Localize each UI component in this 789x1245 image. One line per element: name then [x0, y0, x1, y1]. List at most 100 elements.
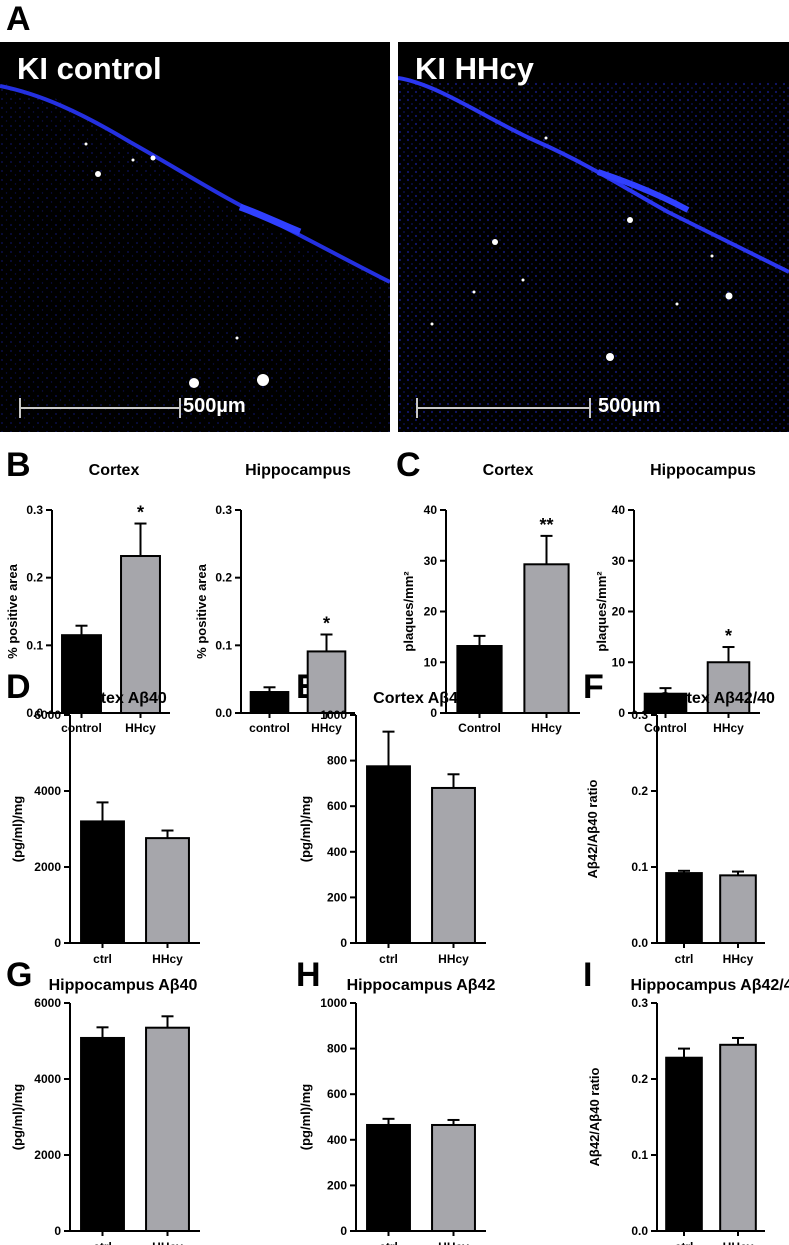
y-tick-label: 400	[327, 1133, 347, 1147]
x-tick-label: ctrl	[675, 1240, 694, 1245]
chart-title: Hippocampus Aβ40	[49, 977, 198, 994]
y-axis-label: (pg/ml)/mg	[298, 1084, 313, 1150]
y-tick-label: 0.1	[26, 638, 43, 652]
chart-title: Hippocampus Aβ42/40	[631, 977, 789, 994]
y-axis-label: Aβ42/Aβ40 ratio	[587, 1067, 602, 1166]
scale-bar-label: 500µm	[183, 395, 246, 418]
chart-title: Cortex Aβ40	[73, 690, 167, 707]
panel-letter-a: A	[6, 2, 31, 36]
micrograph-ki-hhcy: KI HHcy 500µm	[398, 42, 789, 432]
y-axis-label: % positive area	[5, 563, 20, 658]
y-tick-label: 0.1	[215, 638, 232, 652]
y-axis-label: Aβ42/Aβ40 ratio	[585, 779, 600, 878]
y-tick-label: 10	[424, 655, 438, 669]
y-tick-label: 0.3	[215, 503, 232, 517]
y-tick-label: 1000	[320, 708, 347, 722]
y-axis-label: (pg/ml)/mg	[10, 1084, 25, 1150]
y-tick-label: 200	[327, 890, 347, 904]
bar-ctrl	[367, 1125, 410, 1231]
micrograph-ki-control-image	[0, 42, 390, 432]
y-tick-label: 800	[327, 754, 347, 768]
x-tick-label: HHcy	[723, 1240, 754, 1245]
y-tick-label: 30	[424, 554, 438, 568]
y-tick-label: 10	[612, 655, 626, 669]
y-tick-label: 0.0	[631, 1224, 648, 1238]
bar-ctrl	[367, 766, 410, 943]
bar-hhcy	[432, 1125, 475, 1231]
y-tick-label: 30	[612, 554, 626, 568]
y-tick-label: 0.2	[631, 1072, 648, 1086]
chart-svg: Cortex% positive area0.00.10.20.3control…	[0, 460, 200, 685]
bar-hhcy	[720, 1045, 756, 1231]
x-tick-label: ctrl	[675, 952, 694, 966]
y-axis-label: (pg/ml)/mg	[298, 796, 313, 862]
y-axis-label: plaques/mm²	[401, 571, 416, 652]
chart-svg: Hippocampus% positive area0.00.10.20.3co…	[200, 460, 390, 685]
chart-title: Hippocampus	[245, 462, 351, 479]
y-tick-label: 0.2	[26, 571, 43, 585]
y-tick-label: 0	[340, 936, 347, 950]
bar-hhcy	[146, 838, 189, 943]
x-tick-label: ctrl	[93, 952, 112, 966]
y-tick-label: 2000	[34, 860, 61, 874]
x-tick-label: HHcy	[723, 952, 754, 966]
bar-hhcy	[432, 788, 475, 943]
y-tick-label: 20	[612, 605, 626, 619]
chart-svg: Cortex Aβ42(pg/ml)/mg02004006008001000ct…	[290, 680, 580, 970]
y-tick-label: 0.3	[26, 503, 43, 517]
x-tick-label: ctrl	[379, 1240, 398, 1245]
micrograph-ki-control: KI control 500µm	[0, 42, 390, 432]
y-axis-label: % positive area	[194, 563, 209, 658]
y-tick-label: 20	[424, 605, 438, 619]
y-tick-label: 2000	[34, 1148, 61, 1162]
chart-svg: Hippocampus Aβ42(pg/ml)/mg02004006008001…	[290, 968, 580, 1240]
y-tick-label: 0.1	[631, 860, 648, 874]
chart-g-hippocampus-ab40: Hippocampus Aβ40(pg/ml)/mg0200040006000c…	[0, 968, 290, 1240]
bar-ctrl	[81, 1038, 124, 1231]
bar-ctrl	[666, 1058, 702, 1231]
bar-ctrl	[666, 873, 702, 943]
chart-title: Cortex Aβ42	[373, 690, 467, 707]
y-tick-label: 600	[327, 799, 347, 813]
x-tick-label: HHcy	[438, 952, 469, 966]
significance-marker: *	[137, 503, 144, 523]
significance-marker: *	[323, 614, 330, 634]
y-tick-label: 600	[327, 1087, 347, 1101]
chart-title: Hippocampus Aβ42	[347, 977, 496, 994]
y-tick-label: 0.2	[215, 571, 232, 585]
chart-title: Cortex	[89, 462, 140, 479]
y-tick-label: 40	[612, 503, 626, 517]
y-tick-label: 0.0	[631, 936, 648, 950]
y-axis-label: plaques/mm²	[594, 571, 609, 652]
micrograph-ki-hhcy-image	[398, 42, 789, 432]
bar-ctrl	[81, 821, 124, 943]
bar-hhcy	[146, 1028, 189, 1231]
x-tick-label: HHcy	[152, 1240, 183, 1245]
significance-marker: *	[725, 626, 732, 646]
scale-bar-label: 500µm	[598, 395, 661, 418]
y-tick-label: 0.3	[631, 996, 648, 1010]
chart-title: Cortex	[483, 462, 534, 479]
chart-svg: Hippocampus Aβ40(pg/ml)/mg0200040006000c…	[0, 968, 290, 1240]
y-tick-label: 4000	[34, 784, 61, 798]
x-tick-label: HHcy	[438, 1240, 469, 1245]
y-tick-label: 1000	[320, 996, 347, 1010]
chart-title: Cortex Aβ42/40	[659, 690, 775, 707]
y-tick-label: 6000	[34, 996, 61, 1010]
y-tick-label: 4000	[34, 1072, 61, 1086]
y-tick-label: 0	[340, 1224, 347, 1238]
x-tick-label: ctrl	[93, 1240, 112, 1245]
y-tick-label: 40	[424, 503, 438, 517]
